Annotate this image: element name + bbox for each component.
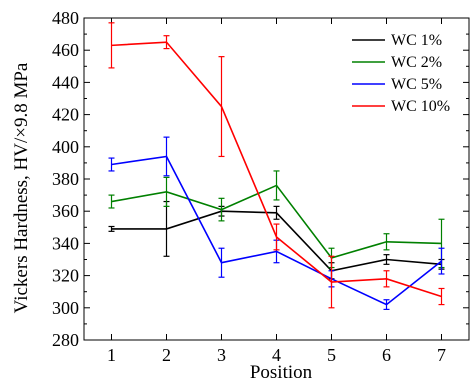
series-wc-2- [108,170,445,269]
x-tick-label: 5 [327,345,336,365]
series-layer [108,22,445,311]
y-tick-label: 440 [52,72,79,92]
y-tick-label: 320 [52,266,79,286]
x-tick-label: 1 [107,345,116,365]
y-tick-label: 280 [52,330,79,350]
x-tick-label: 7 [437,345,446,365]
legend-label: WC 1% [391,32,442,49]
y-tick-label: 300 [52,298,79,318]
y-tick-label: 380 [52,169,79,189]
y-axis-title: Vickers Hardness, HV/×9.8 MPa [11,62,32,313]
x-tick-label: 2 [162,345,171,365]
x-tick-label: 3 [217,345,226,365]
legend-label: WC 5% [391,76,442,93]
y-tick-label: 480 [52,8,79,28]
y-tick-label: 340 [52,233,79,253]
y-tick-label: 460 [52,40,79,60]
y-tick-label: 420 [52,105,79,125]
series-wc-5- [108,136,445,311]
x-tick-label: 6 [382,345,391,365]
legend: WC 1% WC 2% WC 5% WC 10% [352,32,450,115]
legend-label: WC 10% [391,98,450,115]
legend-label: WC 2% [391,54,442,71]
series-wc-10- [108,22,445,309]
y-tick-label: 400 [52,137,79,157]
x-tick-label: 4 [272,345,281,365]
x-axis-title: Position [250,362,313,383]
axes: 280 300 320 340 360 380 400 420 440 460 480 1 2 3 4 5 6 7 [52,8,470,365]
y-tick-label: 360 [52,201,79,221]
